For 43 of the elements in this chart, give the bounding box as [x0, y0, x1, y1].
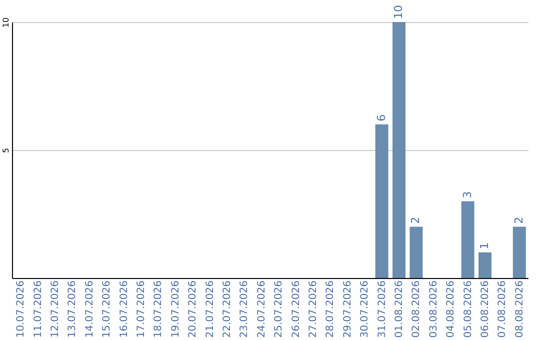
y-tick-label: 5: [2, 148, 10, 154]
x-tick-label: 19.07.2026: [170, 280, 182, 338]
x-tick-label: 29.07.2026: [342, 280, 354, 338]
bar: [461, 201, 474, 278]
x-tick-label: 10.07.2026: [16, 280, 27, 338]
x-tick-label: 17.07.2026: [136, 280, 147, 338]
x-tick-label: 31.07.2026: [376, 280, 388, 338]
x-tick-label: 06.08.2026: [480, 280, 491, 338]
data-label: 6: [374, 114, 388, 122]
x-tick-label: 23.07.2026: [239, 280, 250, 338]
x-tick-label: 28.07.2026: [325, 280, 336, 338]
data-label: 10: [392, 5, 405, 19]
bar: [375, 124, 388, 278]
x-tick-label: 16.07.2026: [118, 280, 130, 338]
x-tick-label: 03.08.2026: [428, 280, 440, 338]
x-tick-label: 08.08.2026: [514, 280, 526, 338]
bar: [392, 22, 406, 278]
data-label: 3: [460, 191, 474, 198]
x-tick-label: 22.07.2026: [222, 280, 233, 338]
x-tick-label: 14.07.2026: [84, 280, 96, 338]
x-tick-label: 01.08.2026: [394, 280, 405, 338]
x-tick-label: 30.07.2026: [360, 280, 371, 338]
x-tick-label: 13.07.2026: [67, 280, 78, 338]
bar: [478, 252, 492, 278]
data-label: 2: [512, 216, 526, 224]
data-label: 2: [409, 216, 422, 224]
x-tick-label: 21.07.2026: [204, 280, 216, 338]
x-tick-label: 24.07.2026: [256, 280, 268, 338]
x-tick-label: 26.07.2026: [290, 280, 302, 338]
x-tick-label: 27.07.2026: [308, 280, 319, 338]
x-tick-label: 12.07.2026: [50, 280, 61, 338]
x-tick-label: 20.07.2026: [188, 280, 199, 338]
data-label: 1: [478, 242, 491, 250]
x-tick-label: 18.07.2026: [153, 280, 164, 338]
x-tick-label: 11.07.2026: [32, 280, 44, 338]
x-tick-label: 25.07.2026: [274, 280, 285, 338]
x-tick-label: 02.08.2026: [411, 280, 422, 338]
x-tick-label: 15.07.2026: [102, 280, 113, 338]
x-tick-label: 07.08.2026: [497, 280, 508, 338]
x-tick-label: 04.08.2026: [446, 280, 457, 338]
x-tick-label: 05.08.2026: [462, 280, 474, 338]
bar: [512, 226, 526, 278]
bar: [410, 226, 423, 278]
